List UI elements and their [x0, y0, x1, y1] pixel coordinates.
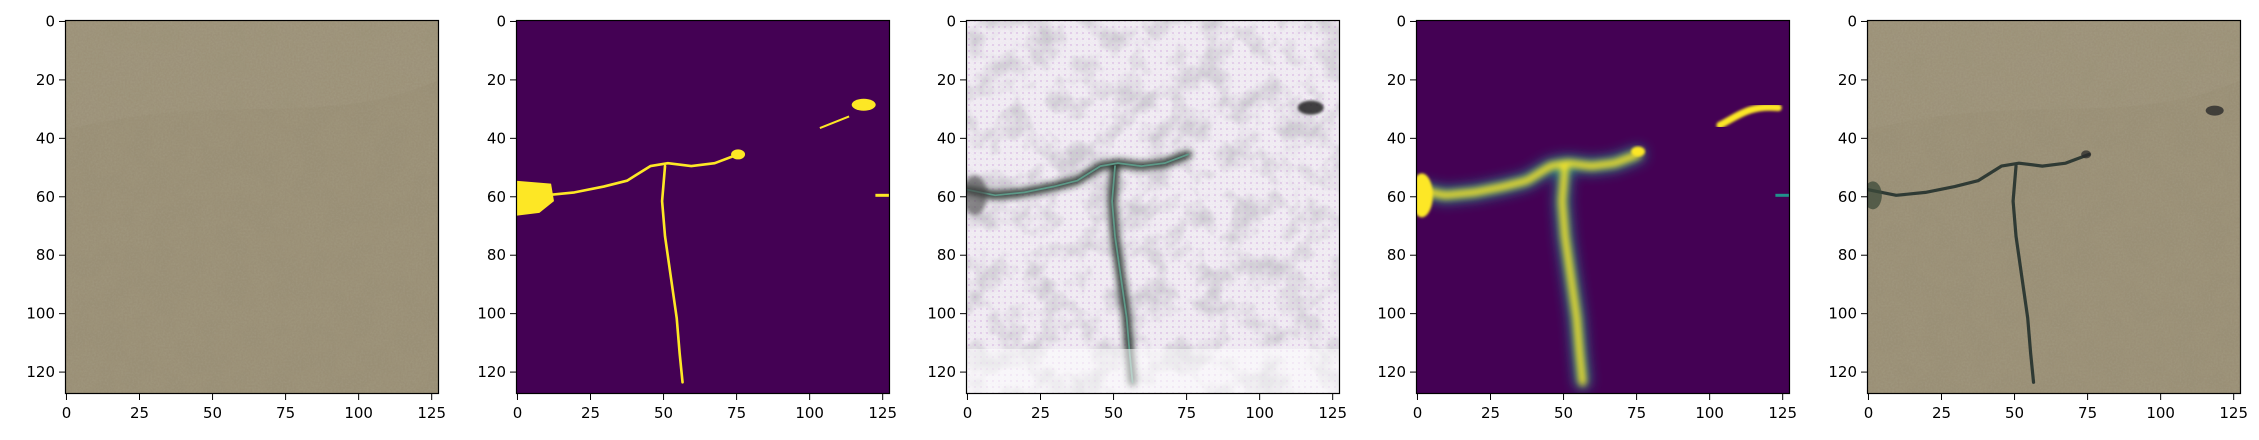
y-tick-label: 100: [26, 305, 55, 323]
x-tick-label: 125: [417, 404, 446, 422]
y-tick-label: 120: [927, 363, 956, 381]
y-tick-label: 40: [36, 129, 55, 147]
y-tick-label: 20: [937, 71, 956, 89]
y-tick-label: 80: [1387, 246, 1406, 264]
x-tick-label: 75: [1177, 404, 1196, 422]
x-tick-label: 0: [1413, 404, 1423, 422]
y-tick-label: 0: [45, 12, 55, 30]
y-tick-label: 0: [1396, 12, 1406, 30]
x-tick-label: 50: [2005, 404, 2024, 422]
panel-frame: [1415, 19, 1791, 395]
x-tick-label: 100: [344, 404, 373, 422]
panel-frame: [515, 19, 891, 395]
x-tick-label: 50: [203, 404, 222, 422]
y-tick-label: 20: [1838, 71, 1857, 89]
y-tick-label: 60: [937, 188, 956, 206]
panel-frame: [64, 19, 440, 395]
x-tick-label: 0: [963, 404, 973, 422]
y-tick-label: 80: [1838, 246, 1857, 264]
y-tick-label: 20: [487, 71, 506, 89]
y-tick-label: 60: [1838, 188, 1857, 206]
ground-truth-mask-axes: 0 25 50 75 100 125 0 20 40 60 80 100 120: [477, 12, 897, 422]
x-tick-label: 125: [2219, 404, 2248, 422]
y-tick-label: 20: [1387, 71, 1406, 89]
x-tick-label: 25: [1031, 404, 1050, 422]
y-tick-label: 120: [1828, 363, 1857, 381]
x-tick-label: 100: [795, 404, 824, 422]
y-tick-label: 120: [26, 363, 55, 381]
y-tick-label: 40: [937, 129, 956, 147]
x-tick-label: 0: [513, 404, 523, 422]
y-tick-label: 100: [1828, 305, 1857, 323]
generated-image-axes: 0 25 50 75 100 125 0 20 40 60 80 100 120: [927, 12, 1347, 422]
y-tick-label: 20: [36, 71, 55, 89]
y-tick-label: 0: [1847, 12, 1857, 30]
y-tick-label: 80: [937, 246, 956, 264]
overlay-photo-axes: 0 25 50 75 100 125 0 20 40 60 80 100 120: [1828, 12, 2248, 422]
x-tick-label: 0: [62, 404, 72, 422]
y-tick-label: 0: [946, 12, 956, 30]
y-tick-label: 40: [1838, 129, 1857, 147]
panel-frame: [965, 19, 1341, 395]
y-tick-label: 40: [1387, 129, 1406, 147]
y-tick-label: 100: [1377, 305, 1406, 323]
x-tick-label: 0: [1864, 404, 1874, 422]
generated-image-panel: [965, 19, 1341, 395]
x-tick-label: 25: [1932, 404, 1951, 422]
y-tick-label: 120: [477, 363, 506, 381]
x-tick-label: 75: [2078, 404, 2097, 422]
ground-truth-mask-panel: [515, 19, 891, 395]
x-tick-label: 125: [1318, 404, 1347, 422]
x-tick-label: 100: [1245, 404, 1274, 422]
predicted-mask-axes: 0 25 50 75 100 125 0 20 40 60 80 100 120: [1377, 12, 1797, 422]
y-tick-label: 60: [1387, 188, 1406, 206]
y-tick-label: 80: [36, 246, 55, 264]
x-tick-label: 50: [654, 404, 673, 422]
input-photo-axes: 0 25 50 75 100 125 0 20 40 60 80 100 120: [26, 12, 446, 422]
overlay-photo-panel: [1866, 19, 2242, 395]
x-tick-label: 50: [1104, 404, 1123, 422]
x-tick-label: 75: [276, 404, 295, 422]
panel-frame: [1866, 19, 2242, 395]
x-tick-label: 75: [727, 404, 746, 422]
x-tick-label: 25: [581, 404, 600, 422]
y-tick-label: 60: [36, 188, 55, 206]
x-tick-label: 75: [1627, 404, 1646, 422]
y-tick-label: 100: [927, 305, 956, 323]
predicted-mask-panel: [1415, 19, 1791, 395]
y-tick-label: 40: [487, 129, 506, 147]
x-tick-label: 100: [2146, 404, 2175, 422]
x-tick-label: 25: [1481, 404, 1500, 422]
x-tick-label: 50: [1554, 404, 1573, 422]
input-photo-panel: [64, 19, 440, 395]
y-tick-label: 100: [477, 305, 506, 323]
y-tick-label: 0: [496, 12, 506, 30]
x-tick-label: 25: [130, 404, 149, 422]
x-tick-label: 125: [1768, 404, 1797, 422]
y-tick-label: 120: [1377, 363, 1406, 381]
x-tick-label: 125: [868, 404, 897, 422]
y-tick-label: 80: [487, 246, 506, 264]
y-tick-label: 60: [487, 188, 506, 206]
x-tick-label: 100: [1695, 404, 1724, 422]
